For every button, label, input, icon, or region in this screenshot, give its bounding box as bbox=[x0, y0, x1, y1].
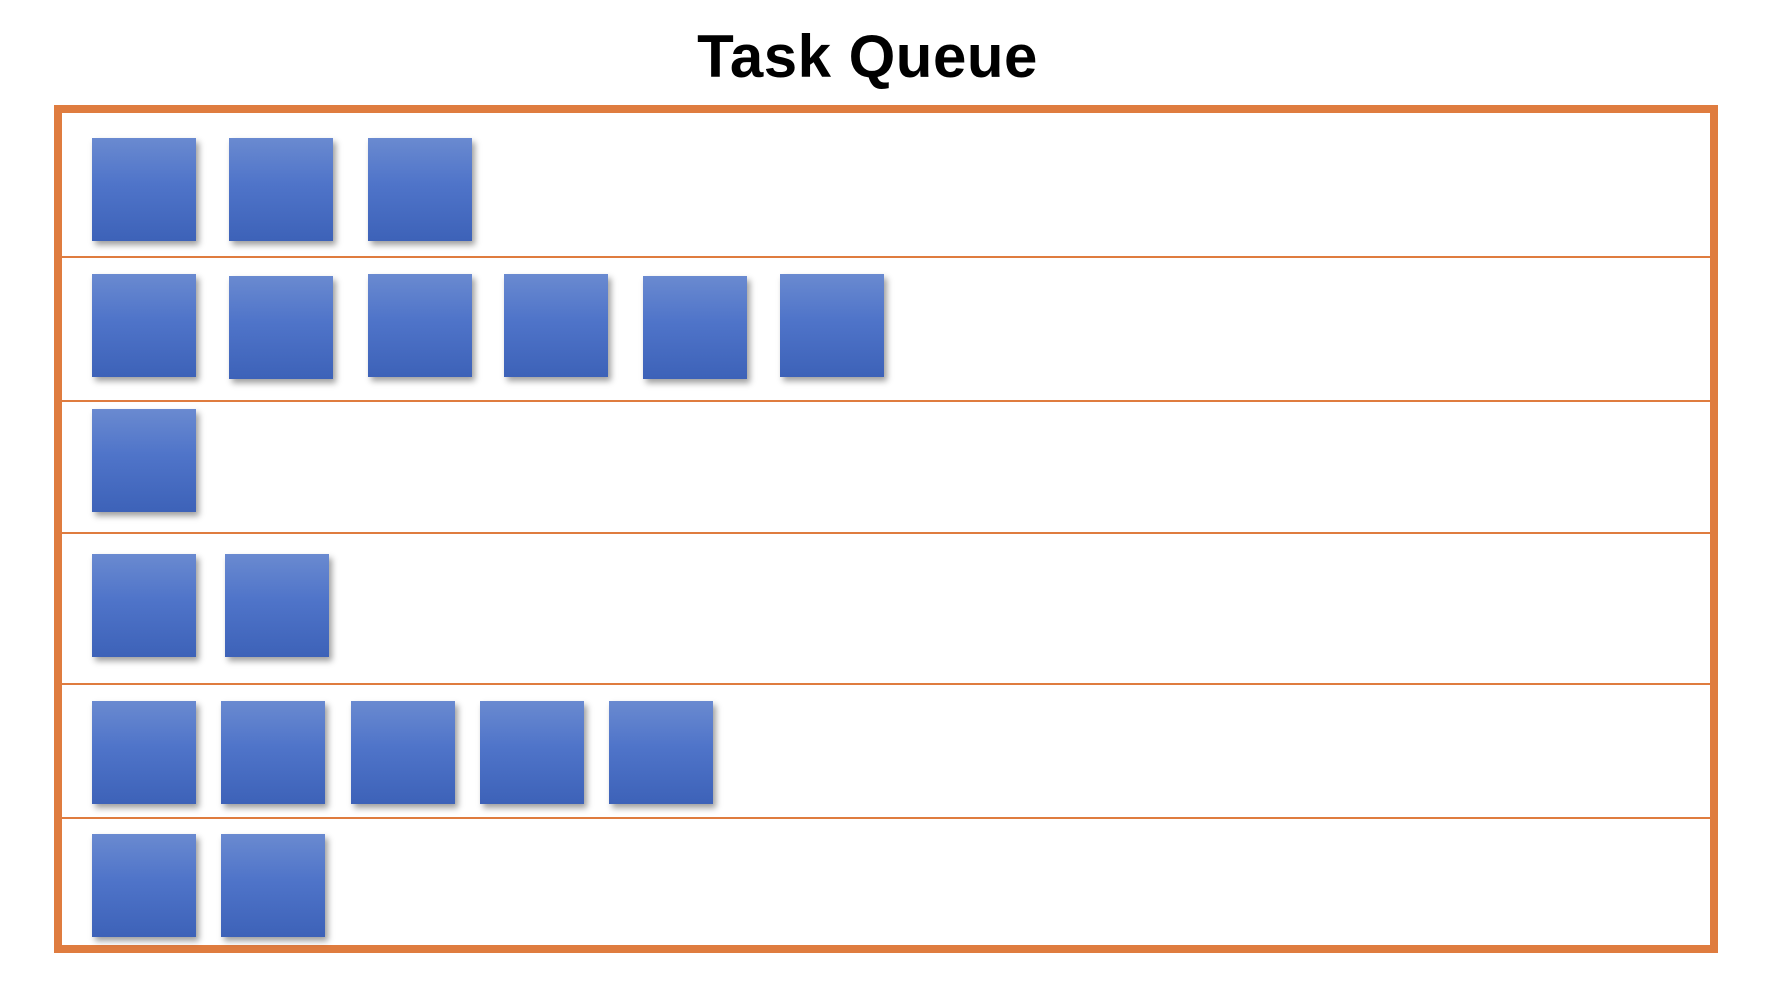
task-block bbox=[92, 834, 196, 937]
task-block bbox=[92, 554, 196, 657]
task-block bbox=[92, 409, 196, 512]
diagram-title: Task Queue bbox=[697, 23, 1038, 90]
queue-lane-5 bbox=[62, 683, 1710, 819]
task-block bbox=[221, 701, 325, 804]
task-block bbox=[351, 701, 455, 804]
task-block bbox=[229, 276, 333, 379]
task-block bbox=[643, 276, 747, 379]
queue-lane-2 bbox=[62, 256, 1710, 402]
task-block bbox=[92, 138, 196, 241]
task-block bbox=[780, 274, 884, 377]
task-queue-frame bbox=[54, 105, 1718, 953]
task-block bbox=[609, 701, 713, 804]
task-block bbox=[368, 274, 472, 377]
queue-lane-1 bbox=[62, 113, 1710, 256]
task-block bbox=[229, 138, 333, 241]
task-block bbox=[480, 701, 584, 804]
task-block bbox=[504, 274, 608, 377]
task-block bbox=[225, 554, 329, 657]
queue-lane-4 bbox=[62, 532, 1710, 685]
task-block bbox=[221, 834, 325, 937]
queue-lane-3 bbox=[62, 400, 1710, 534]
queue-lane-6 bbox=[62, 817, 1710, 947]
task-block bbox=[92, 274, 196, 377]
task-block bbox=[368, 138, 472, 241]
task-block bbox=[92, 701, 196, 804]
